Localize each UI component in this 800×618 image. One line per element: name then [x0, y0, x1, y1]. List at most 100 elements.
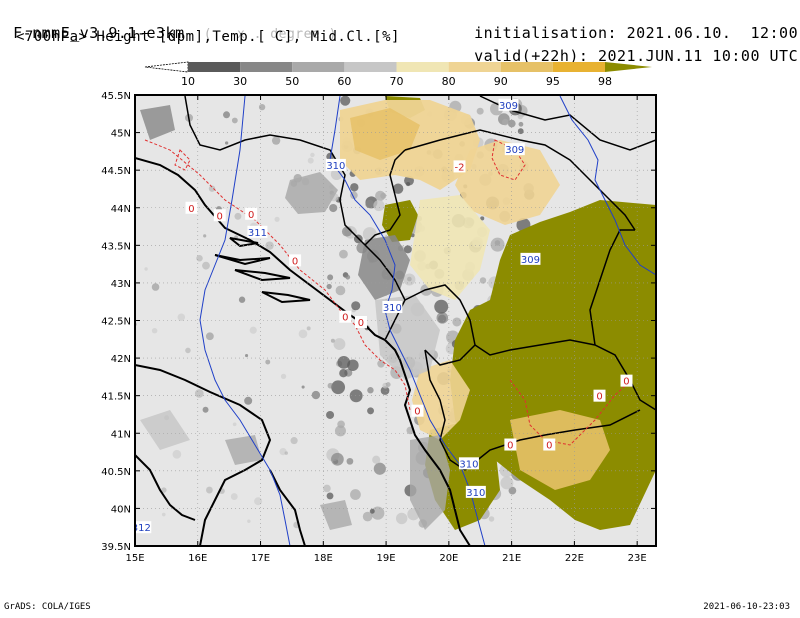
cloud-speck: [339, 249, 348, 259]
cloud-area-98-bosnia: [382, 200, 418, 242]
cloud-speck: [330, 168, 343, 181]
valid-line: valid(+22h): 2021.JUN.11 10:00 UTC: [455, 29, 798, 65]
height-label-text: 309: [505, 145, 524, 156]
cloud-speck: [258, 103, 266, 111]
island-4: [229, 237, 259, 248]
colorbar-swatch: [188, 62, 241, 72]
coastlines: [135, 157, 471, 546]
cloud-speck: [373, 462, 386, 475]
cloud-speck: [230, 493, 238, 500]
temp-label: 0: [543, 438, 556, 452]
colorbar-swatch: [500, 62, 553, 72]
lon-label: 18E: [314, 553, 333, 564]
model-name: F-nmmE_v3.9.1-e3km: [13, 24, 185, 42]
cloud-speck: [225, 141, 229, 145]
lat-label: 41N: [111, 429, 131, 440]
height-label: 311: [247, 225, 268, 239]
temp-label-text: 0: [248, 210, 254, 221]
height-label: 310: [465, 485, 486, 499]
cloud-area-gray-8: [140, 410, 190, 450]
lon-label: 19E: [377, 553, 396, 564]
cloud-speck: [203, 234, 207, 238]
cloud-speck: [373, 199, 385, 212]
cloud-speck: [500, 476, 514, 490]
lat-label: 44N: [111, 204, 131, 215]
cloud-speck: [151, 327, 158, 334]
cloud-speck: [331, 380, 346, 395]
cloud-speck: [331, 452, 344, 466]
height-label-bg: [382, 300, 403, 313]
cloud-speck: [334, 425, 346, 437]
lat-label: 43N: [111, 279, 131, 290]
height-label-bg: [135, 521, 152, 534]
cloud-area-80-east: [455, 140, 560, 225]
temp-label-bg: [185, 201, 198, 214]
longitude-axis: 15E 16E 17E 18E 19E 20E 21E 22E 23E: [125, 553, 646, 564]
cloud-speck: [369, 508, 375, 514]
height-label-bg: [247, 225, 268, 238]
temp-label-bg: [289, 254, 302, 267]
map-axis-ticks: [134, 94, 656, 547]
temp-label-bg: [504, 438, 517, 451]
height-label-text: 310: [326, 161, 345, 172]
cloud-speck: [307, 157, 314, 164]
cloud-speck: [232, 422, 237, 427]
lon-label: 20E: [439, 553, 458, 564]
temp-label-bg: [411, 404, 424, 417]
colorbar-swatch: [396, 62, 449, 72]
cloud-speck: [206, 486, 213, 494]
cloud-speck: [436, 312, 449, 324]
cloud-speck: [350, 489, 361, 500]
height-label-bg: [504, 143, 525, 156]
footer-left: GrADS: COLA/IGES: [4, 602, 91, 612]
model-title: F-nmmE_v3.9.1-e3km ( . x . degree ): [0, 6, 337, 42]
cloud-speck: [161, 487, 167, 493]
height-label-text: 310: [383, 303, 402, 314]
cloud-speck: [306, 326, 311, 331]
cloud-speck: [185, 347, 191, 354]
cloud-speck: [151, 283, 160, 291]
colorbar-label: 60: [337, 75, 351, 88]
temp-label: 0: [213, 209, 226, 222]
height-label: 310: [325, 158, 346, 172]
cloud-speck: [177, 313, 186, 321]
temp-label: 0: [339, 310, 352, 324]
cloud-area-gray-3: [375, 295, 440, 380]
cloud-speck: [274, 216, 280, 222]
cloud-speck: [337, 420, 345, 429]
temp-label-bg: [543, 438, 556, 451]
cloud-speck: [290, 437, 298, 445]
cloud-speck: [172, 449, 182, 459]
cloud-speck: [333, 338, 346, 350]
border-greece: [464, 409, 641, 471]
cloud-speck: [434, 299, 449, 314]
italy-gulf-coast: [135, 454, 196, 521]
temp-label-text: 0: [414, 407, 420, 418]
cloud-area-90: [350, 108, 420, 160]
cloud-speck: [375, 190, 386, 202]
height-label: 309: [520, 252, 541, 266]
cloud-speck: [326, 492, 334, 500]
cloud-speck: [479, 277, 487, 284]
colorbar-low-triangle: [144, 61, 189, 73]
height-contour-labels: 309 309 309 310 311 310 310 310 312: [132, 98, 541, 534]
temperature-contour-labels: -200 000 000 000: [185, 160, 633, 452]
height-label-text: 312: [132, 523, 151, 534]
lon-label: 15E: [125, 553, 144, 564]
cloud-speck: [476, 107, 484, 115]
cloud-speck: [345, 274, 351, 280]
cloud-speck: [365, 199, 374, 209]
height-label-bg: [498, 98, 519, 111]
croatia-coast: [135, 157, 401, 361]
cloud-speck: [238, 296, 246, 303]
colorbar-swatch: [240, 62, 293, 72]
cloud-speck: [406, 182, 411, 187]
cloud-speck: [249, 326, 257, 334]
albania-coast: [399, 359, 471, 546]
border-montenegro: [364, 244, 406, 341]
cloud-speck: [202, 261, 210, 270]
height-label: 310: [382, 300, 403, 314]
cloud-speck: [329, 203, 338, 213]
colorbar-swatch: [292, 62, 345, 72]
